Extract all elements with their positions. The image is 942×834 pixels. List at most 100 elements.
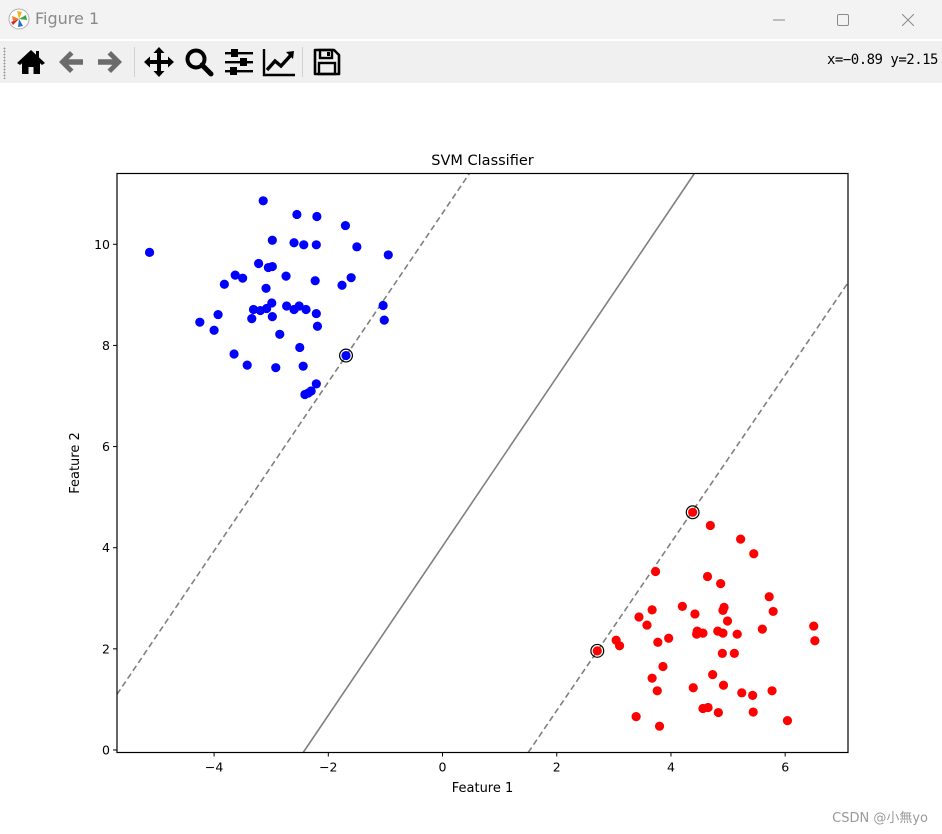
data-point (647, 673, 657, 683)
data-point (653, 637, 663, 647)
data-point (749, 549, 759, 559)
data-point (267, 235, 277, 245)
floppy-disk-icon (313, 48, 341, 76)
axes-frame (116, 172, 849, 754)
data-point (642, 620, 652, 630)
support-vector-marker (590, 643, 605, 658)
configure-subplots-button[interactable] (221, 44, 257, 80)
data-point (702, 571, 713, 582)
data-point (631, 711, 641, 722)
data-point (768, 606, 778, 617)
matplotlib-logo-icon (8, 8, 30, 30)
data-point (294, 301, 304, 311)
data-point (267, 261, 277, 272)
data-point (647, 605, 657, 615)
data-point (737, 688, 747, 698)
data-point (258, 196, 268, 206)
forward-button[interactable] (92, 44, 128, 80)
sliders-icon (225, 49, 253, 75)
data-point (275, 329, 285, 339)
home-button[interactable] (13, 44, 49, 80)
data-point (346, 273, 356, 283)
arrow-left-icon (59, 51, 83, 73)
decision-boundary-line (302, 173, 696, 753)
toolbar-grip[interactable] (3, 47, 6, 79)
data-point (229, 349, 239, 359)
data-point (716, 579, 726, 589)
minimize-button[interactable] (756, 0, 802, 39)
back-button[interactable] (53, 44, 89, 80)
navigation-toolbar: x=−0.89 y=2.15 (0, 40, 942, 84)
data-point (299, 240, 309, 250)
svm-scatter-plot[interactable]: SVM Classifier −4 −2 0 2 4 6 0 2 4 6 8 10 Feature … (0, 83, 942, 834)
support-vector-marker (339, 348, 354, 363)
margin-lower-line (527, 282, 849, 753)
data-point (303, 388, 313, 398)
data-point (634, 612, 644, 622)
data-point (809, 621, 819, 631)
data-points (144, 196, 820, 731)
data-point (312, 211, 322, 222)
data-point (337, 280, 347, 290)
y-tick-label: 0 (102, 742, 110, 757)
x-tick-label: −2 (319, 760, 337, 775)
data-point (195, 317, 205, 327)
data-point (310, 276, 320, 286)
data-point (267, 298, 277, 308)
data-point (729, 648, 739, 658)
data-point (281, 271, 291, 281)
zoom-button[interactable] (181, 44, 217, 80)
magnifier-icon (185, 48, 214, 77)
x-axis-ticks: −4 −2 0 2 4 6 (205, 752, 789, 775)
support-vector-marker (685, 505, 700, 520)
data-point (383, 250, 393, 260)
y-tick-label: 8 (102, 338, 110, 353)
close-button[interactable] (885, 0, 931, 39)
data-point (713, 707, 723, 718)
data-point (705, 520, 715, 531)
pan-button[interactable] (141, 44, 177, 80)
maximize-icon (837, 13, 849, 26)
data-point (718, 680, 729, 690)
save-button[interactable] (309, 44, 345, 80)
watermark: CSDN @小無yo (832, 811, 928, 826)
figure-canvas[interactable]: SVM Classifier −4 −2 0 2 4 6 0 2 4 6 8 10 Feature … (0, 83, 942, 834)
maximize-button[interactable] (820, 0, 866, 39)
y-tick-label: 4 (102, 540, 110, 555)
data-point (230, 270, 240, 280)
data-point (213, 309, 223, 320)
data-point (209, 325, 219, 335)
data-point (782, 716, 793, 726)
y-axis-ticks: 0 2 4 6 8 10 (94, 237, 117, 757)
x-tick-label: 2 (553, 760, 561, 775)
data-point (592, 646, 602, 656)
data-point (311, 240, 321, 250)
data-point (289, 238, 299, 248)
data-point (810, 636, 820, 646)
toolbar-separator (134, 47, 135, 77)
data-point (340, 220, 351, 231)
data-point (677, 601, 687, 611)
data-point (311, 379, 321, 389)
data-point (295, 342, 305, 353)
data-point (717, 648, 727, 658)
x-tick-label: 0 (439, 760, 447, 775)
data-point (301, 304, 311, 315)
y-tick-label: 6 (102, 439, 110, 454)
y-axis-label: Feature 2 (68, 432, 83, 494)
data-point (719, 602, 729, 612)
y-tick-label: 10 (94, 237, 110, 252)
move-icon (144, 47, 174, 77)
data-point (292, 209, 302, 220)
data-point (379, 315, 389, 325)
edit-axis-button[interactable] (261, 44, 297, 80)
data-point (614, 641, 625, 651)
data-point (767, 686, 777, 696)
toolbar-separator (302, 47, 303, 77)
window-title: Figure 1 (35, 9, 100, 28)
line-chart-icon (262, 49, 295, 77)
data-point (698, 628, 708, 638)
data-point (247, 314, 257, 324)
data-point (650, 566, 661, 577)
chart-title: SVM Classifier (431, 153, 533, 169)
